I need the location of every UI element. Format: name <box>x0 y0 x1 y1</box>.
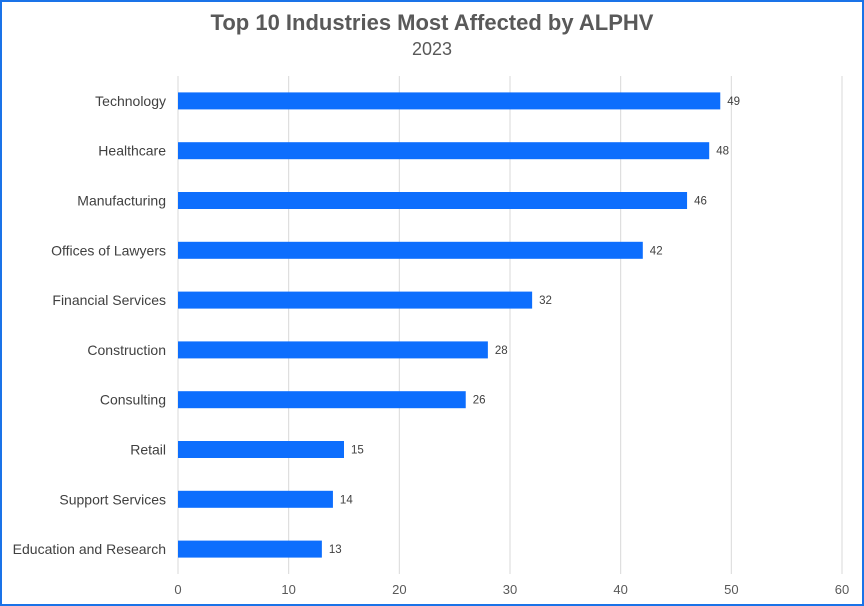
category-label: Financial Services <box>52 292 166 308</box>
x-tick-label: 60 <box>835 582 849 597</box>
x-tick-label: 40 <box>613 582 627 597</box>
x-tick-label: 20 <box>392 582 406 597</box>
bar <box>178 540 322 558</box>
category-label: Retail <box>130 442 166 458</box>
bar <box>178 441 344 458</box>
category-label: Education and Research <box>13 541 166 557</box>
x-tick-label: 0 <box>174 582 181 597</box>
category-label: Healthcare <box>98 143 166 159</box>
x-tick-label: 50 <box>724 582 738 597</box>
category-label: Consulting <box>100 392 166 408</box>
category-label: Support Services <box>59 491 166 507</box>
chart-title: Top 10 Industries Most Affected by ALPHV <box>210 10 654 35</box>
chart-subtitle: 2023 <box>411 39 453 59</box>
x-tick-label: 30 <box>503 582 517 597</box>
data-label: 26 <box>473 395 486 407</box>
category-label: Technology <box>95 93 166 109</box>
data-label: 49 <box>727 96 740 108</box>
category-label: Offices of Lawyers <box>51 242 166 258</box>
data-label: 14 <box>340 494 353 506</box>
data-label: 32 <box>539 295 552 307</box>
bar <box>178 341 488 359</box>
bar <box>178 391 466 409</box>
bar <box>178 142 710 160</box>
data-label: 28 <box>495 345 508 357</box>
bar <box>178 291 533 309</box>
data-label: 48 <box>716 146 729 158</box>
x-tick-label: 10 <box>281 582 295 597</box>
bar <box>178 192 688 209</box>
bar <box>178 490 333 508</box>
data-label: 15 <box>351 445 364 457</box>
data-label: 13 <box>329 544 342 556</box>
category-label: Construction <box>87 342 166 358</box>
bar <box>178 241 643 259</box>
bar <box>178 92 721 110</box>
data-label: 46 <box>694 196 707 208</box>
category-label: Manufacturing <box>77 193 166 209</box>
data-label: 42 <box>650 245 663 257</box>
